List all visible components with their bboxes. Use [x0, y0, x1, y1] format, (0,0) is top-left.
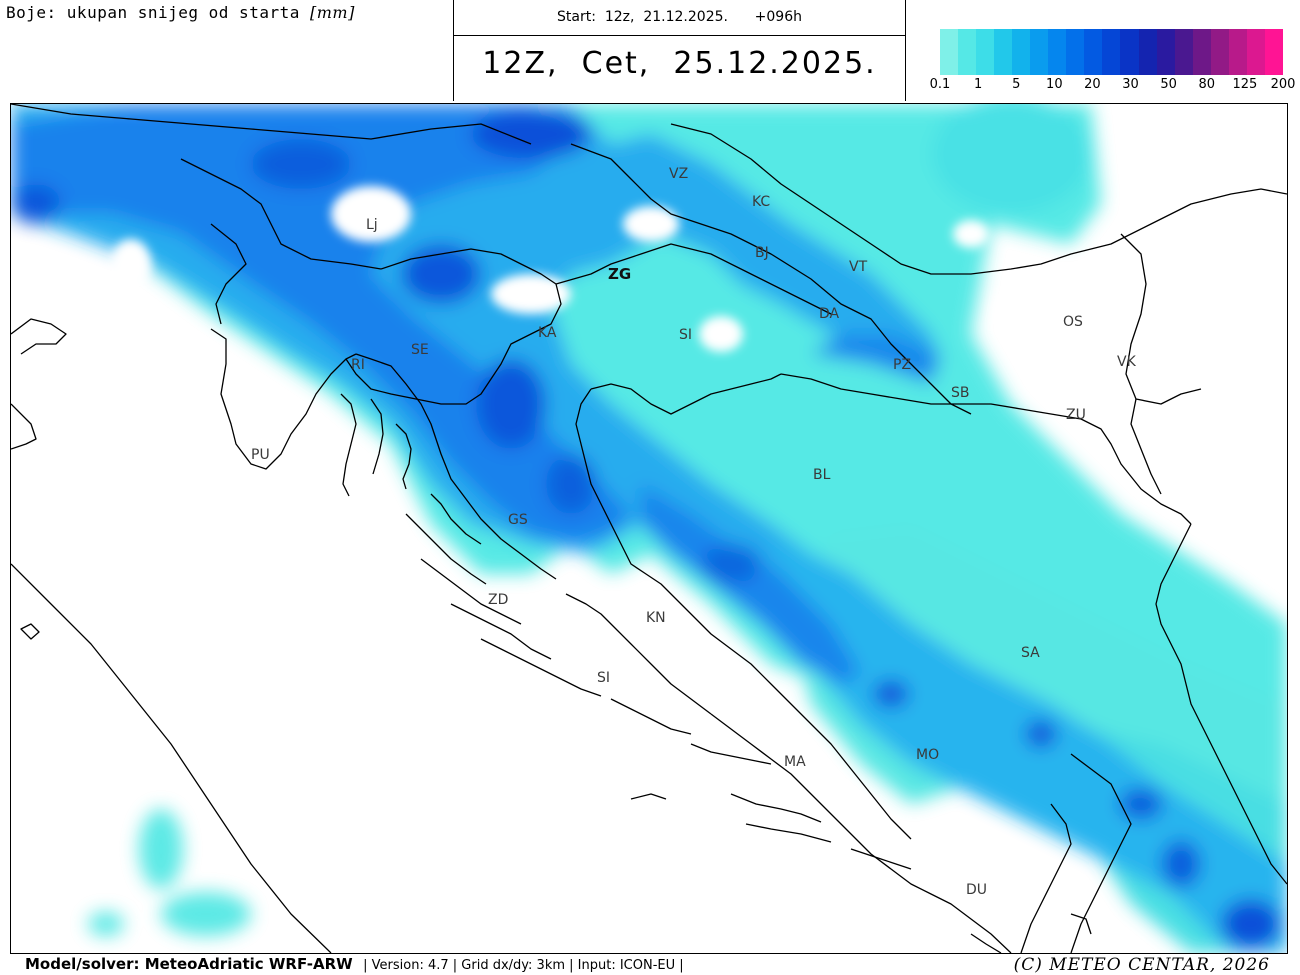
city-label: MA — [784, 754, 806, 770]
city-label: PU — [251, 447, 270, 463]
colors-caption-text: Boje: ukupan snijeg od starta — [6, 3, 310, 22]
run-start-label: Start: 12z, 21.12.2025. +096h — [557, 9, 802, 25]
model-footer: Model/solver: MeteoAdriatic WRF-ARW | Ve… — [25, 955, 684, 973]
city-label: ZD — [488, 592, 508, 608]
legend-swatch — [1030, 29, 1049, 75]
city-label: SE — [411, 342, 429, 358]
city-label: SI — [679, 327, 692, 343]
city-label: DA — [819, 306, 840, 322]
city-labels: Lj VZ KC BJ VT ZG KA SI DA OS VK PZ SB Z… — [251, 166, 1137, 898]
legend-tick-label: 5 — [1012, 77, 1021, 92]
city-label: Lj — [366, 217, 378, 233]
legend-tick-label: 50 — [1160, 77, 1177, 92]
city-label: VK — [1117, 354, 1137, 370]
legend-tick-label: 125 — [1232, 77, 1258, 92]
snow-field — [11, 104, 1287, 953]
city-label: BJ — [755, 245, 769, 261]
legend-swatch — [994, 29, 1013, 75]
colors-caption-unit: [mm] — [309, 3, 355, 22]
city-label: KA — [538, 325, 557, 341]
model-metadata: | Version: 4.7 | Grid dx/dy: 3km | Input… — [363, 958, 684, 973]
legend-swatch — [1264, 29, 1283, 75]
city-label: MO — [916, 747, 939, 763]
legend-swatch — [1174, 29, 1193, 75]
legend-swatch — [1246, 29, 1265, 75]
legend-tick-label: 20 — [1084, 77, 1101, 92]
city-label: SB — [951, 385, 970, 401]
legend-swatch — [958, 29, 977, 75]
city-label-capital: ZG — [608, 265, 631, 283]
valid-time-label: 12Z, Cet, 25.12.2025. — [482, 46, 877, 81]
legend-swatch — [976, 29, 995, 75]
legend-swatch — [1066, 29, 1085, 75]
legend-swatch — [1138, 29, 1157, 75]
color-scale-bar — [940, 29, 1283, 75]
color-scale-legend: 0.1 1 5 10 20 30 50 80 125 200 — [930, 29, 1296, 97]
city-label: SA — [1021, 645, 1040, 661]
colors-caption: Boje: ukupan snijeg od starta [mm] — [6, 3, 355, 22]
city-label: VT — [849, 259, 868, 275]
city-label: GS — [508, 512, 528, 528]
legend-swatch — [1156, 29, 1175, 75]
city-label: KN — [646, 610, 666, 626]
city-label: ZU — [1066, 407, 1086, 423]
legend-tick-label: 30 — [1122, 77, 1139, 92]
legend-tick-label: 0.1 — [929, 77, 951, 92]
city-label: PZ — [893, 357, 911, 373]
city-label: SI — [597, 670, 610, 686]
city-label: BL — [813, 467, 831, 483]
legend-swatch — [1048, 29, 1067, 75]
header-box: Start: 12z, 21.12.2025. +096h 12Z, Cet, … — [453, 0, 906, 101]
legend-swatch — [1228, 29, 1247, 75]
legend-swatch — [940, 29, 959, 75]
legend-tick-label: 200 — [1270, 77, 1296, 92]
legend-tick-label: 80 — [1198, 77, 1216, 92]
city-label: RI — [351, 357, 365, 373]
legend-swatch — [1210, 29, 1229, 75]
map-canvas: Lj VZ KC BJ VT ZG KA SI DA OS VK PZ SB Z… — [11, 104, 1287, 953]
borders-coastlines — [11, 104, 1287, 953]
model-name: Model/solver: MeteoAdriatic WRF-ARW — [25, 955, 353, 973]
legend-tick-label: 10 — [1046, 77, 1063, 92]
color-scale-ticks: 0.1 1 5 10 20 30 50 80 125 200 — [930, 77, 1296, 97]
city-label: VZ — [669, 166, 688, 182]
city-label: OS — [1063, 314, 1083, 330]
legend-swatch — [1120, 29, 1139, 75]
header-divider — [454, 35, 905, 36]
city-label: DU — [966, 882, 987, 898]
snow-map: Lj VZ KC BJ VT ZG KA SI DA OS VK PZ SB Z… — [10, 103, 1288, 954]
copyright-footer: (C) METEO CENTAR, 2026 — [1013, 955, 1270, 975]
legend-swatch — [1102, 29, 1121, 75]
city-label: KC — [752, 194, 770, 210]
legend-swatch — [1192, 29, 1211, 75]
legend-swatch — [1084, 29, 1103, 75]
legend-tick-label: 1 — [973, 77, 983, 92]
legend-swatch — [1012, 29, 1031, 75]
